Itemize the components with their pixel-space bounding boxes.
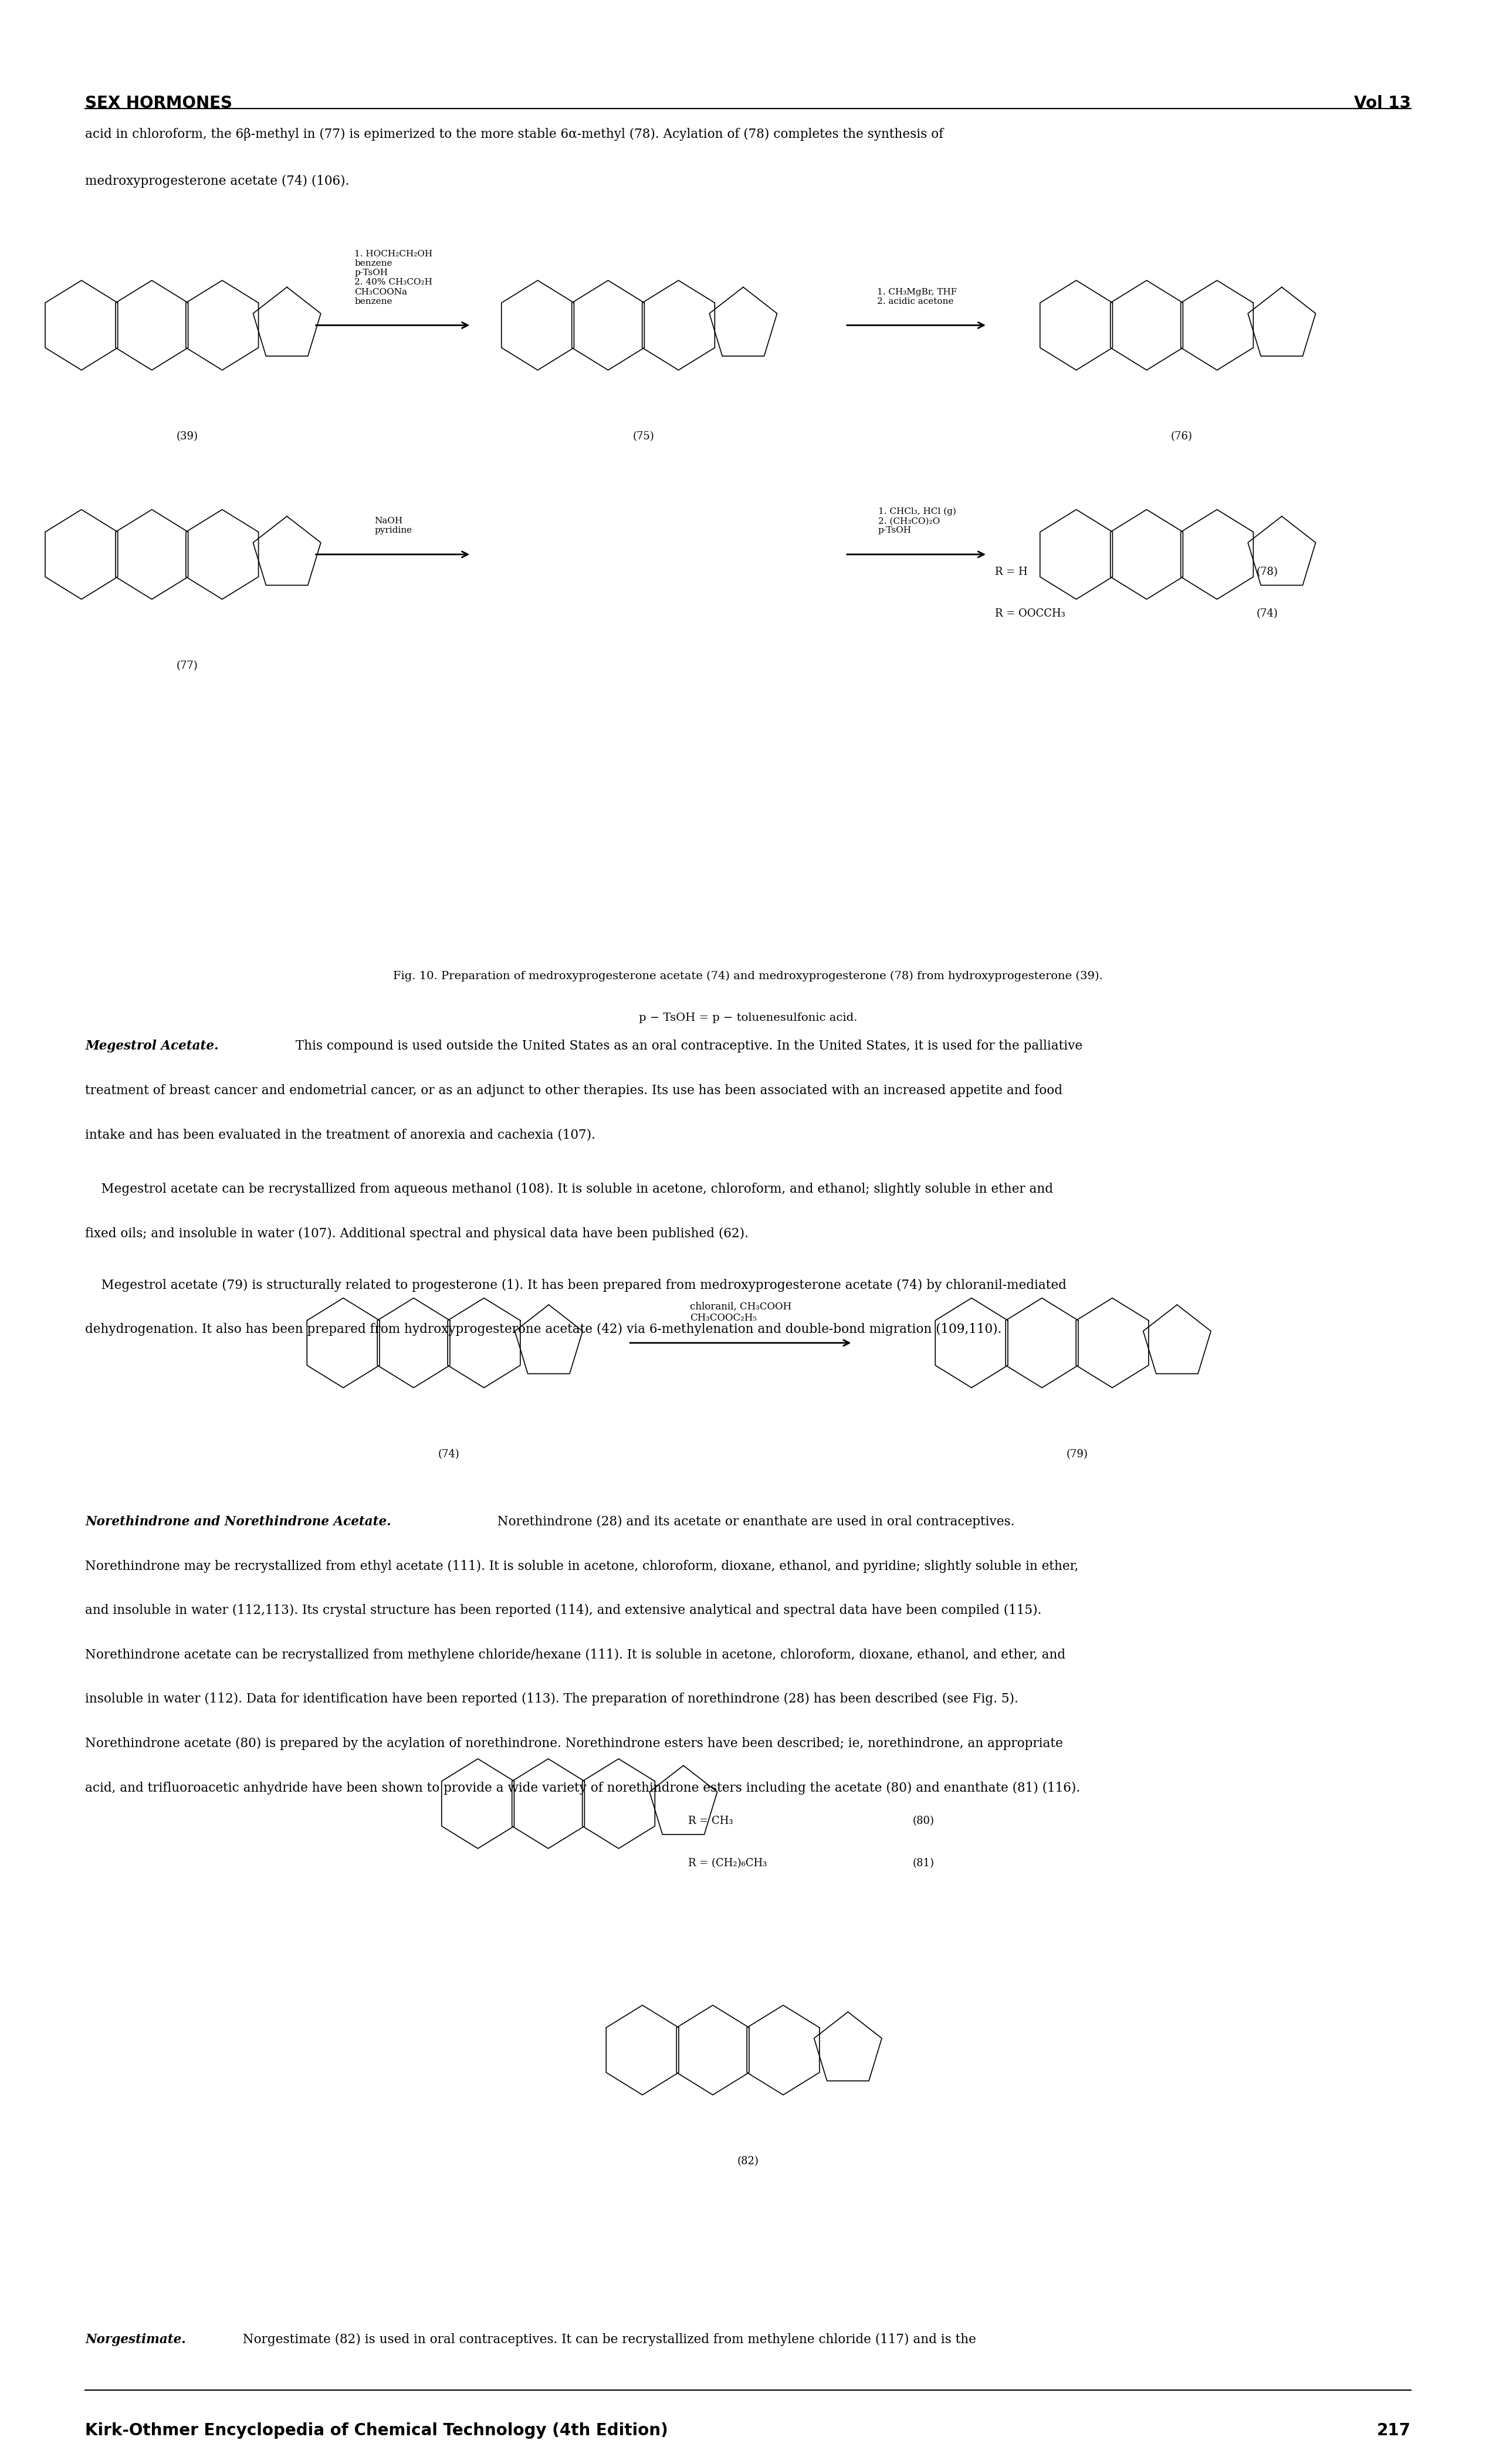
Text: (75): (75) — [633, 431, 654, 441]
Text: Fig. 10. Preparation of medroxyprogesterone acetate (74) and medroxyprogesterone: Fig. 10. Preparation of medroxyprogester… — [393, 971, 1103, 981]
Text: (78): (78) — [1257, 567, 1278, 577]
Text: Megestrol acetate can be recrystallized from aqueous methanol (108). It is solub: Megestrol acetate can be recrystallized … — [85, 1183, 1053, 1195]
Text: fixed oils; and insoluble in water (107). Additional spectral and physical data : fixed oils; and insoluble in water (107)… — [85, 1227, 748, 1239]
Text: p − TsOH = p − toluenesulfonic acid.: p − TsOH = p − toluenesulfonic acid. — [639, 1013, 857, 1023]
Text: R = (CH₂)₆CH₃: R = (CH₂)₆CH₃ — [688, 1858, 767, 1868]
Text: Norethindrone acetate (80) is prepared by the acylation of norethindrone. Noreth: Norethindrone acetate (80) is prepared b… — [85, 1737, 1064, 1749]
Text: Norgestimate.: Norgestimate. — [85, 2333, 186, 2346]
Text: R = H: R = H — [995, 567, 1028, 577]
Text: treatment of breast cancer and endometrial cancer, or as an adjunct to other the: treatment of breast cancer and endometri… — [85, 1084, 1062, 1096]
Text: acid, and trifluoroacetic anhydride have been shown to provide a wide variety of: acid, and trifluoroacetic anhydride have… — [85, 1781, 1080, 1794]
Text: 1. CH₃MgBr, THF
2. acidic acetone: 1. CH₃MgBr, THF 2. acidic acetone — [877, 288, 957, 306]
Text: NaOH
pyridine: NaOH pyridine — [374, 517, 413, 535]
Text: Norgestimate (82) is used in oral contraceptives. It can be recrystallized from : Norgestimate (82) is used in oral contra… — [235, 2333, 977, 2346]
Text: Norethindrone acetate can be recrystallized from methylene chloride/hexane (111): Norethindrone acetate can be recrystalli… — [85, 1648, 1065, 1661]
Text: SEX HORMONES: SEX HORMONES — [85, 94, 232, 111]
Text: Vol 13: Vol 13 — [1354, 94, 1411, 111]
Text: Kirk-Othmer Encyclopedia of Chemical Technology (4th Edition): Kirk-Othmer Encyclopedia of Chemical Tec… — [85, 2422, 669, 2439]
Text: This compound is used outside the United States as an oral contraceptive. In the: This compound is used outside the United… — [287, 1040, 1082, 1052]
Text: 217: 217 — [1376, 2422, 1411, 2439]
Text: R = CH₃: R = CH₃ — [688, 1816, 733, 1826]
Text: and insoluble in water (112,113). Its crystal structure has been reported (114),: and insoluble in water (112,113). Its cr… — [85, 1604, 1041, 1616]
Text: (76): (76) — [1171, 431, 1192, 441]
Text: Norethindrone (28) and its acetate or enanthate are used in oral contraceptives.: Norethindrone (28) and its acetate or en… — [489, 1515, 1014, 1528]
Text: Norethindrone may be recrystallized from ethyl acetate (111). It is soluble in a: Norethindrone may be recrystallized from… — [85, 1560, 1079, 1572]
Text: (39): (39) — [177, 431, 197, 441]
Text: insoluble in water (112). Data for identification have been reported (113). The : insoluble in water (112). Data for ident… — [85, 1693, 1019, 1705]
Text: Norethindrone and Norethindrone Acetate.: Norethindrone and Norethindrone Acetate. — [85, 1515, 392, 1528]
Text: R = OOCCH₃: R = OOCCH₃ — [995, 609, 1065, 618]
Text: (81): (81) — [913, 1858, 935, 1868]
Text: (77): (77) — [177, 660, 197, 670]
Text: Megestrol acetate (79) is structurally related to progesterone (1). It has been : Megestrol acetate (79) is structurally r… — [85, 1279, 1067, 1291]
Text: dehydrogenation. It also has been prepared from hydroxyprogesterone acetate (42): dehydrogenation. It also has been prepar… — [85, 1323, 1002, 1335]
Text: (79): (79) — [1067, 1449, 1088, 1459]
Text: Megestrol Acetate.: Megestrol Acetate. — [85, 1040, 218, 1052]
Text: (82): (82) — [738, 2156, 758, 2166]
Text: chloranil, CH₃COOH
CH₃COOC₂H₅: chloranil, CH₃COOH CH₃COOC₂H₅ — [690, 1301, 791, 1323]
Text: (74): (74) — [1257, 609, 1278, 618]
Text: (74): (74) — [438, 1449, 459, 1459]
Text: 1. CHCl₃, HCl (g)
2. (CH₃CO)₂O
p-TsOH: 1. CHCl₃, HCl (g) 2. (CH₃CO)₂O p-TsOH — [878, 508, 956, 535]
Text: 1. HOCH₂CH₂OH
benzene
p-TsOH
2. 40% CH₃CO₂H
CH₃COONa
benzene: 1. HOCH₂CH₂OH benzene p-TsOH 2. 40% CH₃C… — [355, 249, 432, 306]
Text: acid in chloroform, the 6β-methyl in (77) is epimerized to the more stable 6α-me: acid in chloroform, the 6β-methyl in (77… — [85, 128, 944, 140]
Text: medroxyprogesterone acetate (74) (106).: medroxyprogesterone acetate (74) (106). — [85, 175, 350, 187]
Text: intake and has been evaluated in the treatment of anorexia and cachexia (107).: intake and has been evaluated in the tre… — [85, 1129, 595, 1141]
Text: (80): (80) — [913, 1816, 935, 1826]
